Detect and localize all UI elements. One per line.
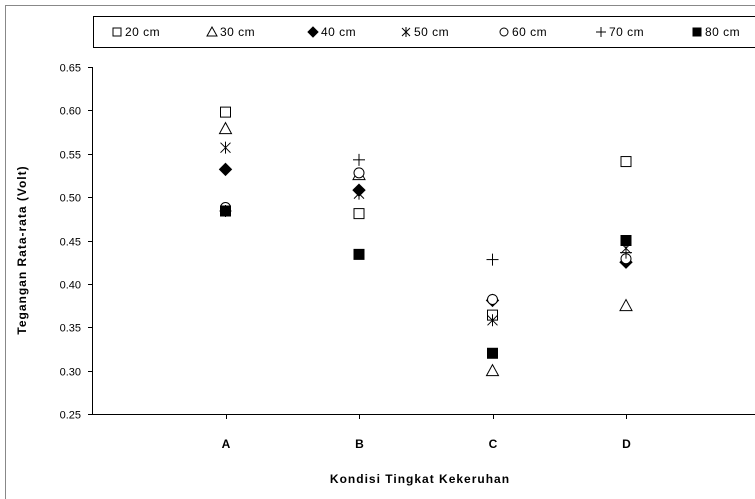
legend-label: 70 cm	[609, 25, 644, 39]
legend-marker-open-square	[112, 27, 122, 37]
data-point-open-circle	[487, 293, 498, 305]
legend-marker-filled-square	[692, 27, 702, 37]
data-point-filled-diamond	[218, 162, 233, 177]
legend: 20 cm 30 cm 40 cm 50 cm 60 cm 70 cm 80 cm	[93, 16, 755, 48]
data-point-open-square	[353, 208, 365, 220]
data-point-open-square	[620, 156, 632, 168]
legend-label: 60 cm	[512, 25, 547, 39]
data-point-star	[353, 187, 365, 200]
data-point-filled-square	[220, 205, 231, 217]
data-point-filled-square	[620, 235, 632, 246]
y-tick-label: 0.65	[60, 63, 81, 75]
data-point-filled-square	[487, 347, 498, 359]
x-tick-label: A	[222, 437, 231, 451]
legend-marker-plus	[596, 27, 606, 37]
y-tick-label: 0.50	[60, 193, 81, 205]
data-point-plus	[486, 253, 499, 266]
data-point-plus	[353, 153, 365, 166]
data-point-star	[220, 141, 231, 154]
legend-label: 50 cm	[414, 25, 449, 39]
legend-label: 40 cm	[321, 25, 356, 39]
x-tick-label: C	[489, 437, 498, 451]
plot-area: 0.25 0.30 0.35 0.40 0.45 0.50 0.55 0.60 0.65 A B C D	[60, 63, 755, 451]
data-point-open-square	[220, 106, 231, 118]
data-point-open-triangle	[218, 121, 233, 135]
data-point-filled-square	[353, 248, 365, 260]
legend-marker-open-circle	[499, 27, 509, 37]
data-point-open-triangle	[485, 363, 500, 377]
y-tick-label: 0.35	[60, 323, 81, 335]
legend-item: 50 cm	[401, 25, 449, 39]
data-point-open-triangle	[619, 298, 633, 312]
x-axis-title: Kondisi Tingkat Kekeruhan	[330, 472, 510, 486]
y-tick-label: 0.30	[60, 367, 81, 379]
legend-marker-star	[401, 27, 411, 37]
legend-marker-filled-diamond	[307, 26, 319, 38]
legend-item: 70 cm	[596, 25, 644, 39]
y-axis-title: Tegangan Rata-rata (Volt)	[15, 165, 29, 334]
x-tick-label: D	[622, 437, 631, 451]
legend-box	[93, 16, 755, 48]
data-point-plus	[620, 246, 632, 259]
legend-item: 40 cm	[307, 25, 356, 39]
legend-item: 60 cm	[499, 25, 547, 39]
legend-item: 20 cm	[112, 25, 160, 39]
chart-outer-border	[5, 5, 755, 499]
data-point-star	[487, 314, 498, 327]
legend-item: 80 cm	[692, 25, 740, 39]
y-tick-label: 0.60	[60, 106, 81, 118]
legend-item: 30 cm	[206, 25, 255, 39]
x-tick-label: B	[355, 437, 364, 451]
data-point-open-circle	[353, 167, 365, 179]
legend-label: 80 cm	[705, 25, 740, 39]
y-tick-label: 0.45	[60, 237, 81, 249]
legend-marker-open-triangle	[206, 25, 218, 37]
y-tick-label: 0.25	[60, 410, 81, 422]
legend-label: 20 cm	[125, 25, 160, 39]
y-tick-label: 0.40	[60, 280, 81, 292]
y-tick-label: 0.55	[60, 150, 81, 162]
legend-label: 30 cm	[220, 25, 255, 39]
